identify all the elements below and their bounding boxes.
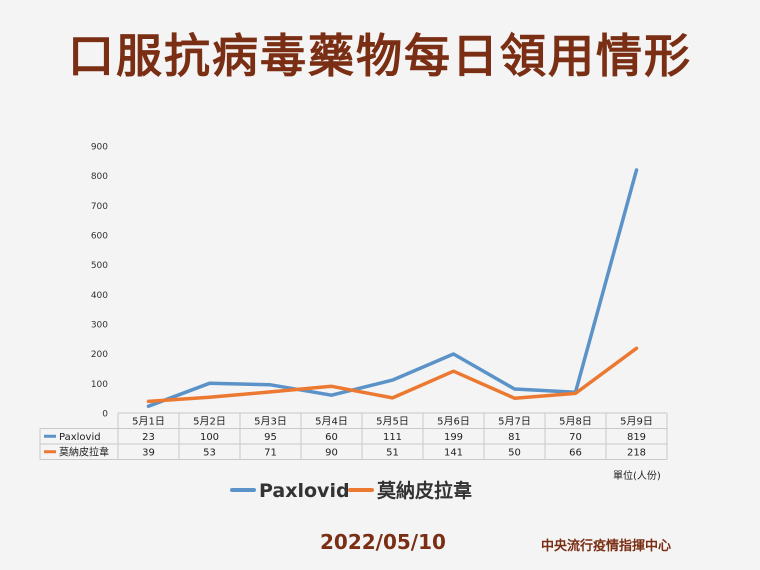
table-cell-value: 39 — [142, 448, 155, 459]
table-cell-value: 100 — [200, 432, 219, 443]
table-cell-value: 81 — [508, 432, 521, 443]
y-tick-label: 700 — [91, 202, 108, 212]
x-tick-label: 5月7日 — [498, 416, 531, 428]
report-date: 2022/05/10 — [320, 530, 446, 554]
table-cell-value: 111 — [383, 432, 402, 443]
x-tick-label: 5月2日 — [193, 416, 226, 428]
y-tick-label: 200 — [91, 350, 108, 360]
table-cell-value: 90 — [325, 448, 338, 459]
chart-lines — [146, 168, 639, 408]
table-cell-value: 66 — [569, 448, 582, 459]
x-tick-label: 5月9日 — [620, 416, 653, 428]
table-cell-value: 50 — [508, 448, 521, 459]
x-tick-label: 5月6日 — [437, 416, 470, 428]
x-tick-label: 5月3日 — [254, 416, 287, 428]
legend-label: Paxlovid — [259, 480, 350, 502]
table-cell-value: 218 — [627, 448, 646, 459]
table-series-name: Paxlovid — [59, 432, 101, 443]
y-tick-label: 0 — [102, 410, 108, 420]
table-cell-value: 70 — [569, 432, 582, 443]
x-tick-label: 5月4日 — [315, 416, 348, 428]
y-tick-label: 300 — [91, 321, 108, 331]
y-axis: 0 100 200 300 400 500 600 700 800 900 — [91, 143, 108, 420]
table-cell-value: 23 — [142, 432, 155, 443]
y-tick-label: 600 — [91, 232, 108, 242]
chart-legend: Paxlovid 莫納皮拉韋 — [230, 479, 472, 502]
table-cell-value: 199 — [444, 432, 463, 443]
table-cell-value: 141 — [444, 448, 463, 459]
table-cell-value: 60 — [325, 432, 338, 443]
organization-name: 中央流行疫情指揮中心 — [541, 539, 672, 554]
y-tick-label: 500 — [91, 261, 108, 271]
unit-note: 單位(人份) — [613, 471, 661, 482]
table-cell-value: 819 — [627, 432, 646, 443]
table-series-name: 莫納皮拉韋 — [59, 446, 109, 459]
series-line-molnupiravir — [146, 346, 639, 404]
table-cell-value: 71 — [264, 448, 277, 459]
y-tick-label: 900 — [91, 143, 108, 153]
y-tick-label: 400 — [91, 291, 108, 301]
table-cell-value: 51 — [386, 448, 399, 459]
table-cell-value: 53 — [203, 448, 216, 459]
table-cell-value: 95 — [264, 432, 277, 443]
y-tick-label: 800 — [91, 172, 108, 182]
page-title: 口服抗病毒藥物每日領用情形 — [68, 29, 692, 83]
series-line-paxlovid — [146, 168, 639, 408]
data-table: 5月1日 5月2日 5月3日 5月4日 5月5日 5月6日 5月7日 5月8日 5月9日 Paxl… — [39, 412, 668, 460]
x-tick-label: 5月5日 — [376, 416, 409, 428]
x-tick-label: 5月1日 — [132, 416, 165, 428]
y-tick-label: 100 — [91, 380, 108, 390]
x-tick-label: 5月8日 — [559, 416, 592, 428]
legend-label: 莫納皮拉韋 — [377, 479, 472, 502]
